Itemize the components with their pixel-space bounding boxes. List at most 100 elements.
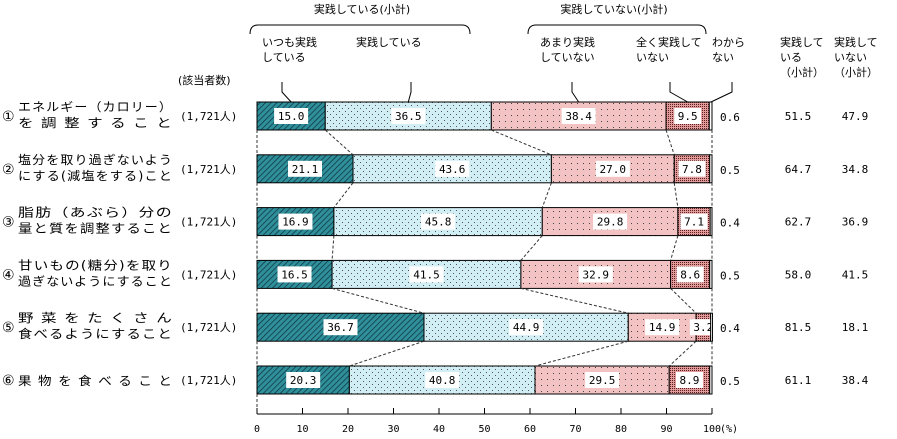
legend-label: 実践している xyxy=(356,35,422,49)
data-label-bg xyxy=(674,108,702,124)
subtotal-header: いる xyxy=(780,51,802,64)
data-label-bg xyxy=(435,160,470,177)
subtotal-practicing: 61.1 xyxy=(785,374,812,387)
subtotal-practicing: 51.5 xyxy=(785,110,812,123)
category-number: ① xyxy=(2,109,15,125)
data-label: 45.8 xyxy=(425,216,452,229)
data-label: 36.5 xyxy=(395,110,422,123)
category-number: ② xyxy=(2,162,15,178)
subtotal-header: いない xyxy=(834,51,867,64)
data-label: 21.1 xyxy=(292,163,319,176)
respondent-count: (1,721人) xyxy=(180,163,237,176)
data-label: 9.5 xyxy=(678,110,698,123)
subtotal-not-practicing: 18.1 xyxy=(842,321,869,334)
data-label-unknown: 0.4 xyxy=(720,322,740,335)
data-label-bg xyxy=(676,266,704,283)
x-tick-label: 80 xyxy=(615,424,627,435)
bar-segment xyxy=(709,365,713,395)
x-tick-label: 10 xyxy=(296,424,308,435)
legend-label: いない xyxy=(636,51,669,64)
data-label: 15.0 xyxy=(278,110,305,123)
data-label-bg xyxy=(595,160,630,177)
category-label: エネルギー（カロリー） xyxy=(18,100,173,114)
subtotal-header: 実践して xyxy=(834,35,878,49)
data-label-bg xyxy=(286,372,321,388)
leader-line xyxy=(669,82,688,103)
group-header-not-practicing: 実践していない(小計) xyxy=(560,2,667,16)
brace-not-practicing xyxy=(527,24,707,35)
data-label: 29.8 xyxy=(597,216,624,229)
category-label: を 調 整 す る こ と xyxy=(18,115,173,130)
category-number: ③ xyxy=(2,215,15,231)
subtotal-practicing: 62.7 xyxy=(785,216,812,229)
data-label-unknown: 0.5 xyxy=(720,375,740,388)
respondent-count: (1,721人) xyxy=(180,110,237,123)
respondent-count: (1,721人) xyxy=(180,374,237,387)
connector-line xyxy=(520,287,629,314)
data-label: 8.9 xyxy=(680,374,700,387)
subtotal-not-practicing: 41.5 xyxy=(842,268,869,281)
connector-line xyxy=(670,235,679,261)
connector-line xyxy=(668,340,697,367)
category-number: ⑥ xyxy=(2,373,15,389)
subtotal-not-practicing: 36.9 xyxy=(842,216,869,229)
data-label-bg xyxy=(274,108,309,124)
connector-line xyxy=(331,235,335,261)
data-label-bg xyxy=(578,266,613,283)
data-label-bg xyxy=(421,213,456,230)
data-label: 3.2 xyxy=(693,321,713,334)
subtotal-practicing: 58.0 xyxy=(785,268,812,281)
data-label: 40.8 xyxy=(429,374,456,387)
legend-label: していない xyxy=(540,51,595,64)
data-label: 7.1 xyxy=(684,216,704,229)
connector-line xyxy=(349,340,425,367)
legend-label: している xyxy=(262,51,306,64)
data-label-bg xyxy=(391,108,426,124)
leader-line xyxy=(710,82,733,103)
data-label-unknown: 0.5 xyxy=(720,269,740,282)
data-label-bg xyxy=(409,266,444,283)
connector-line xyxy=(665,129,675,155)
legend-label: あまり実践 xyxy=(540,35,595,49)
x-tick-label: 60 xyxy=(524,424,536,435)
data-label-bg xyxy=(323,319,358,336)
group-header-practicing: 実践している(小計) xyxy=(314,2,410,16)
data-label-bg xyxy=(278,213,313,230)
subtotal-practicing: 81.5 xyxy=(785,321,812,334)
data-label: 32.9 xyxy=(582,268,609,281)
leader-line xyxy=(407,82,412,103)
leader-line xyxy=(571,82,580,103)
data-label: 43.6 xyxy=(439,163,466,176)
legend-label: 全く実践して xyxy=(636,35,702,49)
data-label-bg xyxy=(561,108,596,124)
x-tick-label: 70 xyxy=(569,424,581,435)
data-label: 36.7 xyxy=(327,321,354,334)
subtotal-practicing: 64.7 xyxy=(785,163,812,176)
x-tick-label: 40 xyxy=(433,424,445,435)
x-axis-unit: (%) xyxy=(720,424,738,435)
data-label-bg xyxy=(680,213,708,230)
category-label: 甘いもの(糖分)を取り xyxy=(18,257,173,272)
connector-line xyxy=(541,182,552,208)
data-label-bg xyxy=(645,319,680,336)
x-tick-label: 90 xyxy=(660,424,672,435)
category-label: 塩分を取り過ぎないよう xyxy=(18,152,173,167)
x-tick-label: 30 xyxy=(387,424,399,435)
x-tick-label: 50 xyxy=(478,424,490,435)
x-tick-label: 100 xyxy=(703,424,721,435)
connector-line xyxy=(534,340,629,367)
connector-line xyxy=(331,287,425,314)
count-header: (該当者数) xyxy=(178,73,231,87)
category-label: にする(減塩をする)こと xyxy=(18,168,173,183)
data-label: 27.0 xyxy=(600,163,627,176)
category-label: 量と質を調整すること xyxy=(18,221,173,236)
respondent-count: (1,721人) xyxy=(180,321,237,334)
connector-line xyxy=(333,182,354,208)
category-number: ⑤ xyxy=(2,320,15,336)
bar-segment xyxy=(710,312,713,342)
